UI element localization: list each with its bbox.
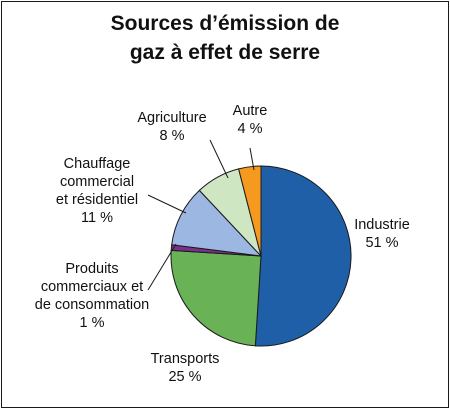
pie-slice-5 (238, 165, 262, 257)
slice-label-3-line-3: 11 % (81, 210, 113, 226)
slice-label-1-line-1: 25 % (168, 369, 201, 385)
slice-label-3-line-2: et résidentiel (56, 192, 138, 208)
slice-label-0-line-1: 51 % (365, 235, 398, 251)
slice-label-0-line-0: Industrie (354, 217, 410, 233)
slice-label-2-line-3: 1 % (80, 315, 105, 331)
pie-slice-0 (254, 165, 352, 347)
slice-label-5-line-0: Autre (233, 103, 268, 119)
chart-title-line-2: gaz à effet de serre (129, 41, 321, 64)
slice-label-2-line-0: Produits (65, 261, 118, 277)
leader-line-2 (147, 243, 177, 291)
slice-label-2-line-2: de consommation (35, 297, 149, 313)
chart-title-line-1: Sources d’émission de (110, 12, 340, 35)
slice-label-4-line-1: 8 % (160, 128, 185, 144)
slice-label-5-line-1: 4 % (238, 121, 263, 137)
leader-line-3 (147, 194, 187, 214)
leader-line-5 (249, 147, 255, 171)
slice-label-3-line-1: commercial (60, 174, 134, 190)
slice-label-2-line-1: commerciaux et (41, 279, 143, 295)
pie-slice-1 (170, 249, 262, 347)
slice-label-3-line-0: Chauffage (64, 156, 131, 172)
slice-label-4-line-0: Agriculture (137, 110, 206, 126)
slice-label-1-line-0: Transports (151, 351, 220, 367)
leader-line-4 (209, 139, 229, 179)
